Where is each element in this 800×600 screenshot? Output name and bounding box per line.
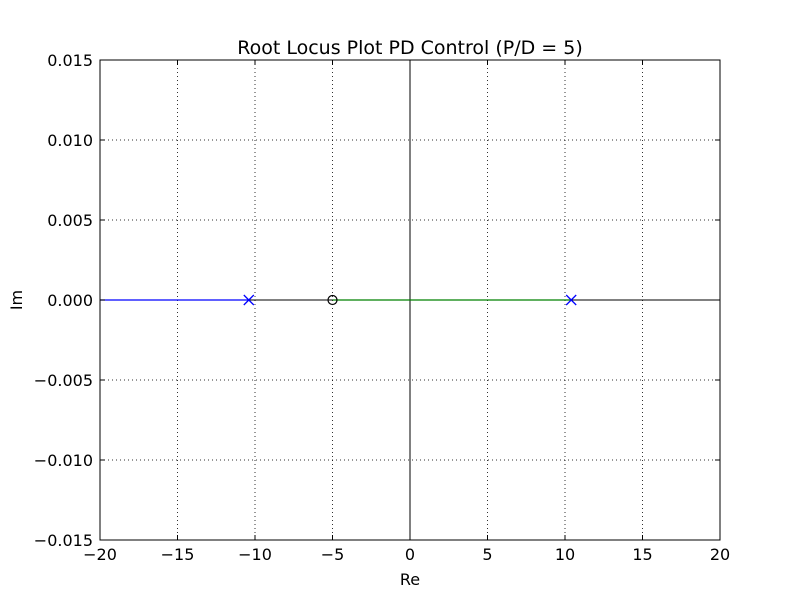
x-tick-label: −15: [161, 545, 195, 564]
x-tick-label: 10: [555, 545, 575, 564]
x-tick-label: 0: [405, 545, 415, 564]
x-tick-label: −20: [83, 545, 117, 564]
x-tick-label: −10: [238, 545, 272, 564]
y-tick-label: −0.010: [34, 451, 93, 470]
pole-marker-stroke: [565, 294, 577, 306]
pole-marker-stroke: [243, 294, 255, 306]
x-axis-label: Re: [400, 570, 420, 589]
pole-zero-markers: [243, 294, 577, 306]
x-tick-label: 5: [482, 545, 492, 564]
pole-marker: [243, 294, 255, 306]
y-tick-label: −0.015: [34, 531, 93, 550]
y-tick-label: 0.005: [47, 211, 93, 230]
zero-marker: [327, 294, 338, 306]
y-tick-label: 0.000: [47, 291, 93, 310]
y-tick-label: 0.015: [47, 51, 93, 70]
x-axis-ticks: −20 −15 −10 −5 0 5 10 15 20: [83, 60, 730, 564]
y-axis-label: Im: [7, 290, 26, 310]
y-tick-label: 0.010: [47, 131, 93, 150]
x-tick-label: −5: [321, 545, 345, 564]
y-axis-ticks: −0.015 −0.010 −0.005 0.000 0.005 0.010 0.015: [34, 51, 720, 550]
chart-title: Root Locus Plot PD Control (P/D = 5): [237, 37, 583, 59]
x-tick-label: 15: [632, 545, 652, 564]
pole-marker: [565, 294, 577, 306]
x-tick-label: 20: [710, 545, 730, 564]
y-tick-label: −0.005: [34, 371, 93, 390]
